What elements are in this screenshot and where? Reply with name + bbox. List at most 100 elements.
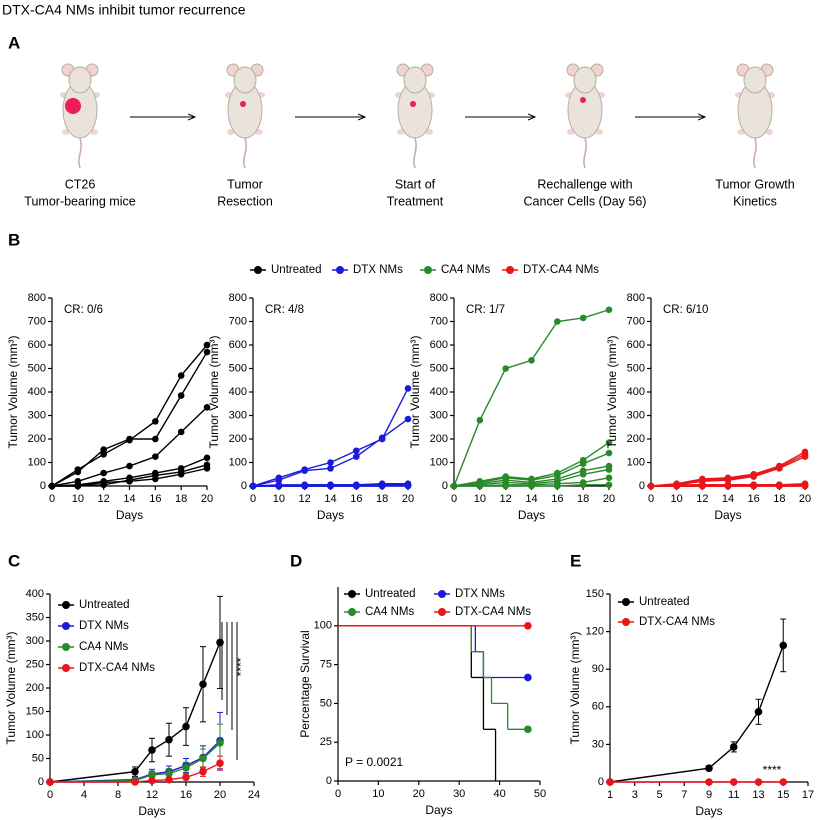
x-tick-label: 14	[525, 493, 537, 505]
x-tick-label: 20	[201, 493, 213, 505]
y-tick-label: 0	[40, 480, 46, 492]
data-point	[152, 418, 159, 425]
x-tick-label: 13	[752, 789, 764, 801]
data-point	[131, 778, 139, 786]
y-tick-label: 600	[28, 339, 46, 351]
data-point	[502, 482, 509, 490]
data-point	[404, 481, 412, 489]
data-point	[48, 482, 56, 490]
y-tick-label: 100	[229, 456, 247, 468]
data-point	[182, 764, 190, 772]
annotation: CR: 1/7	[466, 304, 505, 316]
x-tick-label: 18	[175, 493, 187, 505]
x-axis-label: Days	[518, 508, 545, 522]
data-point	[724, 482, 732, 490]
y-axis-label: Tumor Volume (mm³)	[408, 336, 422, 449]
annotation: P = 0.0021	[345, 755, 403, 769]
data-point	[199, 680, 207, 689]
legend-marker	[506, 266, 514, 274]
data-point	[301, 467, 308, 475]
step-label: Tumor Growth	[715, 177, 794, 191]
y-tick-label: 100	[430, 456, 448, 468]
y-tick-label: 800	[627, 292, 645, 304]
tumor	[240, 101, 246, 107]
x-axis-label: Days	[695, 804, 722, 818]
legend-label: DTX-CA4 NMs	[455, 606, 531, 618]
y-tick-label: 200	[627, 433, 645, 445]
annotation: CR: 0/6	[64, 304, 103, 316]
data-point	[100, 450, 107, 458]
figure-title: DTX-CA4 NMs inhibit tumor recurrence	[2, 2, 246, 18]
data-point	[554, 482, 561, 490]
data-point	[801, 453, 809, 460]
data-point	[152, 475, 159, 483]
y-tick-label: 300	[627, 409, 645, 421]
y-axis-label: Tumor Volume (mm³)	[4, 632, 18, 745]
legend-marker	[348, 608, 356, 616]
mouse-head	[233, 66, 257, 94]
x-tick-label: 0	[648, 493, 654, 505]
y-tick-label: 400	[430, 386, 448, 398]
y-tick-label: 200	[28, 433, 46, 445]
y-tick-label: 25	[320, 736, 332, 748]
data-point	[353, 447, 360, 455]
x-tick-label: 12	[146, 789, 158, 801]
mouse-icon	[395, 63, 435, 169]
y-tick-label: 800	[229, 292, 247, 304]
legend-marker	[438, 608, 446, 616]
legend-label: DTX-CA4 NMs	[79, 662, 155, 674]
data-point	[327, 465, 334, 472]
data-point	[100, 446, 107, 453]
data-point	[148, 776, 156, 785]
annotation: CR: 4/8	[265, 304, 304, 316]
y-tick-label: 0	[326, 775, 332, 787]
y-tick-label: 50	[320, 697, 332, 709]
data-point	[301, 482, 308, 490]
data-point	[605, 474, 613, 482]
y-tick-label: 100	[627, 456, 645, 468]
data-point	[199, 754, 207, 763]
y-tick-label: 500	[627, 362, 645, 374]
x-tick-label: 0	[47, 789, 53, 801]
x-tick-label: 14	[123, 493, 135, 505]
x-tick-label: 5	[656, 789, 662, 801]
y-tick-label: 300	[28, 409, 46, 421]
x-tick-label: 20	[402, 493, 414, 505]
data-point	[579, 314, 587, 322]
data-point	[46, 778, 54, 786]
tumor	[410, 101, 416, 107]
y-tick-label: 300	[229, 409, 247, 421]
data-point	[579, 481, 587, 489]
data-point	[249, 482, 257, 490]
y-tick-label: 90	[592, 663, 604, 675]
y-axis-label: Tumor Volume (mm³)	[6, 336, 20, 449]
data-point	[502, 365, 509, 372]
y-tick-label: 500	[430, 362, 448, 374]
y-tick-label: 300	[26, 635, 44, 647]
data-point	[605, 466, 613, 473]
x-tick-label: 18	[376, 493, 388, 505]
y-tick-label: 600	[229, 339, 247, 351]
y-tick-label: 500	[229, 362, 247, 374]
x-tick-label: 8	[115, 789, 121, 801]
y-tick-label: 200	[26, 682, 44, 694]
x-tick-label: 7	[681, 789, 687, 801]
data-point	[203, 403, 211, 411]
x-tick-label: 12	[299, 493, 311, 505]
y-tick-label: 700	[28, 315, 46, 327]
mouse-head	[743, 66, 767, 94]
x-tick-label: 40	[493, 788, 505, 800]
y-tick-label: 400	[229, 386, 247, 398]
data-point	[647, 482, 655, 490]
panel-label: E	[570, 551, 581, 570]
x-tick-label: 12	[98, 493, 110, 505]
legend-marker	[438, 590, 446, 598]
mouse-tail	[583, 137, 587, 169]
data-point	[579, 470, 587, 478]
data-point	[165, 775, 173, 784]
x-tick-label: 3	[632, 789, 638, 801]
data-point	[404, 415, 412, 423]
x-tick-label: 18	[577, 493, 589, 505]
data-point	[528, 356, 535, 364]
